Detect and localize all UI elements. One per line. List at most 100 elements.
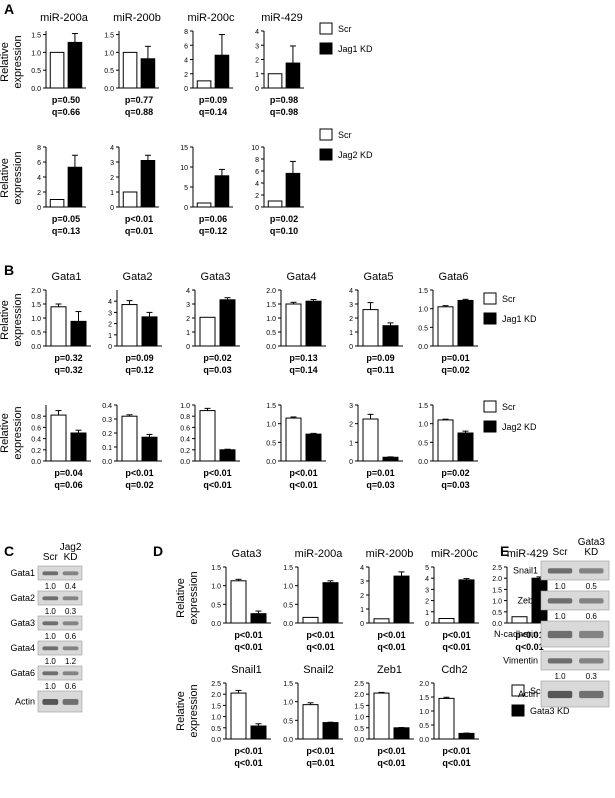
chart-title: Gata6	[439, 271, 469, 283]
chart-title: miR-429	[261, 12, 303, 24]
bar-scr	[267, 73, 283, 89]
y-tick-label: 4	[255, 29, 259, 36]
y-tick-label: 3	[349, 403, 353, 410]
y-tick-label: 0.0	[31, 344, 41, 351]
y-tick-label: 0.0	[31, 459, 41, 466]
y-tick-label: 2	[255, 58, 259, 65]
y-tick-label: 1.0	[211, 584, 221, 591]
bar-scr	[373, 618, 390, 624]
chart-title: Cdh2	[441, 664, 467, 676]
y-tick-label: 0	[425, 621, 429, 628]
q-value: q<0.01	[289, 480, 317, 490]
bar-scr	[302, 704, 319, 740]
legend-jag1-a: Scr Jag1 KD	[319, 22, 373, 55]
blot-band-kd	[579, 598, 604, 604]
blot-value-kd: 1.2	[65, 657, 77, 666]
q-value: q=0.01	[306, 758, 334, 768]
blot-value-scr: 1.0	[554, 612, 566, 621]
y-tick-label: 1.5	[104, 33, 114, 40]
q-value: q=0.01	[125, 226, 153, 236]
blot-row-label: Gata4	[10, 643, 35, 653]
bar-kd	[382, 456, 399, 462]
y-tick-label: 0.0	[102, 459, 112, 466]
y-tick-label: 0.6	[31, 425, 41, 432]
y-tick-label: 2.5	[354, 681, 364, 688]
chart-title: miR-200a	[295, 548, 344, 560]
y-tick-label: 0.5	[283, 718, 293, 725]
p-value: p<0.01	[234, 630, 262, 640]
blot-value-scr: 1.0	[45, 657, 57, 666]
legend-swatch-scr	[483, 292, 497, 305]
legend-label-kd: Gata3 KD	[530, 706, 570, 716]
y-tick-label: 2.0	[266, 288, 276, 295]
axis-label-a1-line1: Relative	[0, 42, 11, 82]
panel-label-d: D	[153, 543, 163, 559]
y-tick-label: 0.4	[180, 437, 190, 444]
bar-chart-15: 0.0 0.1 0.2 0.3 0.4 p<0.01 q=0.02	[102, 403, 162, 490]
bar-scr	[49, 199, 65, 208]
y-tick-label: 0	[108, 344, 112, 351]
blot-band-kd	[62, 646, 79, 651]
bar-scr	[50, 414, 67, 462]
blot-strip	[37, 640, 83, 656]
y-tick-label: 1.5	[266, 302, 276, 309]
y-tick-label: 0.1	[102, 445, 112, 452]
bar-scr	[199, 316, 216, 347]
blot-band-kd	[579, 690, 604, 699]
y-tick-label: 2	[255, 193, 259, 200]
blot-strip	[540, 650, 610, 671]
legend-label-kd: Jag1 KD	[502, 314, 537, 324]
bar-kd	[457, 432, 474, 462]
y-tick-label: 0.5	[492, 610, 502, 617]
blot-value-kd: 0.4	[65, 582, 77, 591]
blot-band-scr	[42, 646, 59, 651]
blot-value-kd: 0.6	[65, 632, 77, 641]
y-tick-label: 0	[37, 205, 41, 212]
y-tick-label: 3	[349, 302, 353, 309]
q-value: q=0.03	[441, 480, 469, 490]
blot-value-scr: 1.0	[45, 582, 57, 591]
blot-value-scr: 1.0	[45, 632, 57, 641]
blot-col-kd-top: Gata3	[578, 537, 606, 548]
bar-kd	[140, 58, 156, 89]
y-tick-label: 1.5	[283, 565, 293, 572]
axis-label-b1-line1: Relative	[0, 300, 11, 340]
y-tick-label: 3	[255, 43, 259, 50]
y-tick-label: 1.0	[266, 422, 276, 429]
bar-kd	[458, 579, 475, 624]
blot-band-scr	[42, 621, 59, 626]
y-tick-label: 0.2	[31, 448, 41, 455]
legend-label-scr: Scr	[502, 294, 516, 304]
y-tick-label: 4	[110, 145, 114, 152]
p-value: p=0.13	[289, 353, 317, 363]
blot-col-kd-top: Jag2	[60, 542, 82, 553]
y-tick-label: 0.8	[180, 414, 190, 421]
y-tick-label: 5	[184, 185, 188, 192]
blot-value-scr: 1.0	[554, 672, 566, 681]
legend-label-kd: Jag1 KD	[338, 44, 373, 54]
y-tick-label: 1.5	[31, 302, 41, 309]
bar-scr	[121, 415, 138, 462]
bar-scr	[438, 618, 455, 624]
y-tick-label: 1.0	[104, 50, 114, 57]
bar-chart-24: miR-429 0.0 0.5 1.0 1.5 2.0 2.5 p<0.01 q<0.01	[492, 548, 552, 652]
q-value: q=0.88	[125, 107, 153, 117]
bar-chart-10: Gata3 0 1 2 3 4 p=0.02 q=0.03	[186, 271, 240, 375]
blot-row-label: Vimentin	[503, 656, 538, 666]
y-tick-label: 3	[186, 302, 190, 309]
y-tick-label: 5	[425, 565, 429, 572]
y-tick-label: 0.0	[354, 737, 364, 744]
y-tick-label: 4	[37, 175, 41, 182]
p-value: p=0.02	[270, 214, 298, 224]
y-tick-label: 0.5	[283, 602, 293, 609]
p-value: p<0.01	[234, 746, 262, 756]
blot-col-kd: KD	[584, 547, 598, 558]
y-tick-label: 1.0	[266, 316, 276, 323]
blot-col-scr: Scr	[553, 547, 569, 558]
y-tick-label: 1	[349, 330, 353, 337]
p-value: p<0.01	[515, 630, 543, 640]
blot-row-label: Snail1	[513, 566, 538, 576]
y-tick-label: 0	[360, 621, 364, 628]
bar-chart-23: miR-200c 0 1 2 3 4 5 p<0.01 q<0.01	[425, 548, 479, 652]
